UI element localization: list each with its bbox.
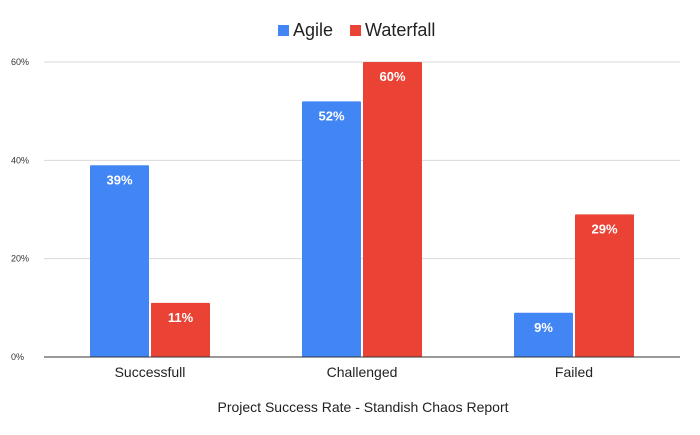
x-axis-title: Project Success Rate - Standish Chaos Re… <box>217 399 508 415</box>
y-axis-tick-labels: 0% 20% 40% 60% <box>11 57 29 362</box>
data-label-waterfall-challenged: 60% <box>379 69 405 84</box>
data-label-waterfall-successfull: 11% <box>168 310 194 325</box>
legend-label-agile: Agile <box>293 20 333 40</box>
bar-agile-successfull <box>90 165 149 357</box>
y-tick-label: 40% <box>11 155 29 165</box>
legend-label-waterfall: Waterfall <box>365 20 435 40</box>
x-axis-category-labels: Successfull Challenged Failed <box>115 364 593 380</box>
data-label-agile-successfull: 39% <box>106 172 132 187</box>
bar-agile-failed <box>514 312 573 357</box>
legend-swatch-waterfall <box>350 25 362 36</box>
data-label-waterfall-failed: 29% <box>591 221 617 236</box>
y-tick-label: 0% <box>11 352 24 362</box>
data-label-agile-failed: 9% <box>534 320 553 335</box>
y-tick-label: 60% <box>11 57 29 67</box>
y-tick-label: 20% <box>11 254 29 264</box>
legend: Agile Waterfall <box>278 20 435 40</box>
bar-waterfall-successfull <box>151 302 210 357</box>
bar-agile-challenged <box>302 101 361 357</box>
bars <box>90 62 634 357</box>
data-label-agile-challenged: 52% <box>318 108 344 123</box>
data-labels: 39% 11% 52% 60% 9% 29% <box>106 69 617 335</box>
category-label: Failed <box>555 364 593 380</box>
bar-waterfall-failed <box>575 214 634 357</box>
category-label: Successfull <box>115 364 186 380</box>
legend-swatch-agile <box>278 25 289 36</box>
gridlines <box>44 61 680 260</box>
category-label: Challenged <box>327 364 398 380</box>
bar-waterfall-challenged <box>363 62 422 357</box>
